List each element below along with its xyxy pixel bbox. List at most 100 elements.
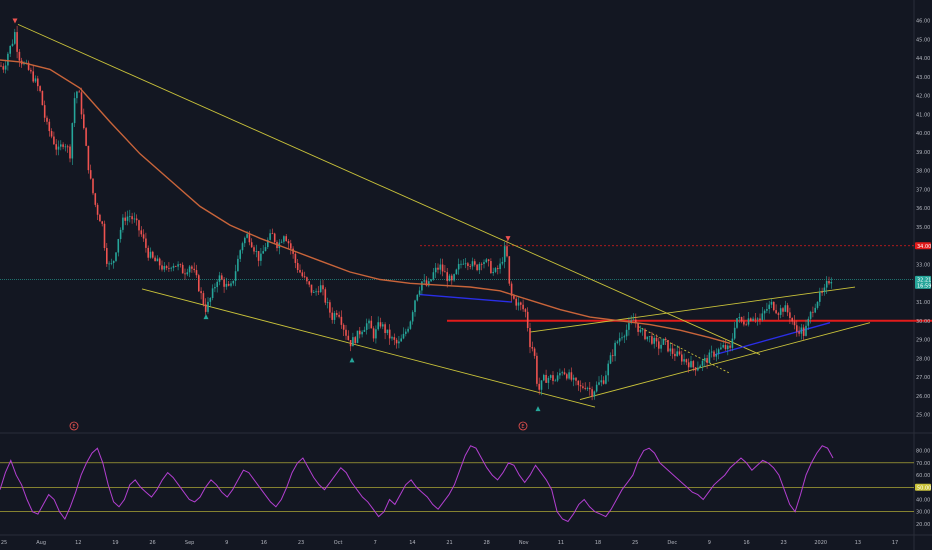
candle-body [545,374,547,383]
candle-body [499,263,501,270]
candle-body [106,248,108,264]
candle-body [126,216,129,221]
candle-body [354,337,356,343]
price-tick-label: 28.00 [916,356,930,362]
candle-body [453,274,455,281]
candle-body [802,327,805,336]
earnings-marker-icon[interactable] [518,421,528,431]
candle-body [248,234,251,243]
candle-body [455,269,458,275]
earnings-marker-icon[interactable] [69,421,79,431]
candle-body [209,297,212,302]
candle-body [607,363,609,376]
candle-body [444,271,446,273]
candle-body [662,338,665,345]
time-tick-label: Sep [185,540,194,546]
current-price-tag: 32.21 [917,277,931,283]
candle-body [487,259,490,262]
candle-body [124,217,126,221]
candle-body [621,337,623,339]
candle-body [11,43,14,46]
candle-body [271,233,274,235]
candle-body [230,283,232,286]
candle-body [356,330,359,343]
price-tick-label: 36.00 [916,206,930,212]
candle-body [9,45,11,54]
candle-body [635,319,637,324]
candle-body [430,279,432,282]
candle-body [46,117,48,122]
price-tick-label: 43.00 [916,75,930,81]
time-tick-label: 12 [75,540,81,546]
candle-body [830,281,833,284]
candle-body [131,216,133,220]
candle-body [690,361,692,368]
candle-body [280,241,283,243]
candle-body [388,329,391,339]
candle-body [218,275,221,282]
candle-body [273,233,276,242]
time-tick-label: 16 [743,540,749,546]
trendline[interactable] [141,288,596,408]
candle-body [14,32,16,44]
rsi-pane[interactable] [0,445,914,523]
sell-arrow-icon [12,18,18,24]
time-tick-label: 21 [446,540,452,546]
candle-body [462,263,465,265]
candle-body [172,265,175,268]
rsi-tick-label: 30.00 [916,510,930,516]
candle-body [823,287,826,293]
candle-body [552,375,554,381]
candle-body [745,324,747,326]
candle-body [678,351,681,355]
time-tick-label: 18 [595,540,601,546]
candle-body [524,309,527,312]
candle-body [108,263,110,265]
candle-body [382,324,384,327]
candle-body [600,380,603,383]
blue-trendline[interactable] [419,293,513,303]
candle-body [237,258,239,272]
candle-body [269,233,271,240]
candle-body [750,318,752,321]
moving-average [0,59,731,344]
candle-body [701,360,704,366]
candle-body [223,279,225,287]
trendline[interactable] [579,322,871,401]
candle-body [763,310,766,314]
trendline[interactable] [17,23,761,355]
candle-body [393,337,396,340]
trendline[interactable] [529,286,856,333]
candle-body [432,272,435,280]
candle-body [250,242,253,248]
candle-body [674,353,676,357]
candle-body [476,264,478,271]
candle-body [239,250,241,259]
candle-body [138,220,140,231]
candle-body [743,321,745,325]
candle-body [375,329,377,339]
blue-trendline[interactable] [714,322,831,356]
time-tick-label: 23 [780,540,786,546]
candle-body [704,358,706,361]
candle-body [333,313,336,320]
candle-body [352,337,354,347]
candle-body [639,329,642,332]
candle-body [89,170,92,179]
candle-body [407,328,409,332]
time-tick-label: 17 [892,540,898,546]
time-tick-label: 25 [632,540,638,546]
candle-body [37,78,39,87]
candle-body [584,387,586,389]
candle-body [96,204,99,215]
dashed-trendline[interactable] [637,326,731,374]
time-tick-label: Oct [334,540,343,546]
price-tick-label: 29.00 [916,338,930,344]
candle-body [614,342,616,357]
sell-arrow-icon [505,236,511,242]
candle-body [329,302,331,313]
candle-body [310,284,313,293]
candle-body [253,247,255,252]
